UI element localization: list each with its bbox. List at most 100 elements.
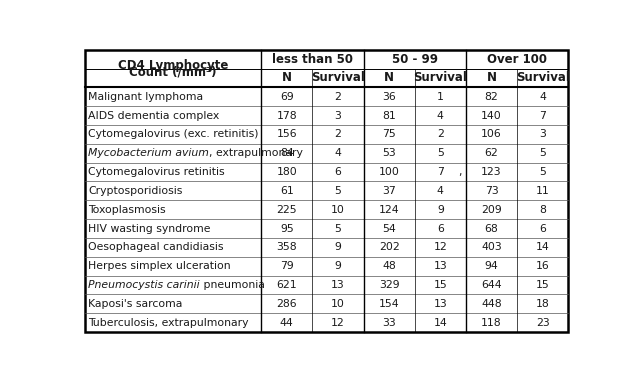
Text: 81: 81 bbox=[382, 111, 396, 121]
Text: Cryptosporidiosis: Cryptosporidiosis bbox=[89, 186, 183, 196]
Text: 82: 82 bbox=[485, 92, 498, 102]
Text: Cytomegalovirus (exc. retinitis): Cytomegalovirus (exc. retinitis) bbox=[89, 129, 259, 139]
Text: 106: 106 bbox=[481, 129, 502, 139]
Text: 12: 12 bbox=[434, 242, 447, 253]
Text: 94: 94 bbox=[485, 261, 498, 271]
Text: 2: 2 bbox=[437, 129, 444, 139]
Text: 53: 53 bbox=[382, 148, 396, 158]
Text: Kaposi's sarcoma: Kaposi's sarcoma bbox=[89, 299, 183, 309]
Text: 209: 209 bbox=[481, 205, 502, 215]
Text: 4: 4 bbox=[437, 186, 444, 196]
Text: N: N bbox=[282, 71, 292, 84]
Text: Survival: Survival bbox=[413, 71, 468, 84]
Text: , extrapulmonary: , extrapulmonary bbox=[210, 148, 303, 158]
Text: 8: 8 bbox=[540, 205, 546, 215]
Text: 3: 3 bbox=[540, 129, 546, 139]
Text: 124: 124 bbox=[379, 205, 399, 215]
Text: 225: 225 bbox=[276, 205, 297, 215]
Text: pneumonia: pneumonia bbox=[200, 280, 265, 290]
Text: 44: 44 bbox=[280, 318, 294, 328]
Text: 621: 621 bbox=[276, 280, 297, 290]
Text: Mycobacterium avium: Mycobacterium avium bbox=[89, 148, 210, 158]
Text: 6: 6 bbox=[540, 223, 546, 234]
Text: 11: 11 bbox=[536, 186, 550, 196]
Text: 16: 16 bbox=[536, 261, 550, 271]
Text: 9: 9 bbox=[334, 261, 341, 271]
Text: Herpes simplex ulceration: Herpes simplex ulceration bbox=[89, 261, 231, 271]
Text: Survival: Survival bbox=[516, 71, 569, 84]
Text: 123: 123 bbox=[481, 167, 502, 177]
Text: 84: 84 bbox=[280, 148, 294, 158]
Text: 6: 6 bbox=[437, 223, 444, 234]
Text: 48: 48 bbox=[382, 261, 396, 271]
Text: 4: 4 bbox=[437, 111, 444, 121]
Text: 140: 140 bbox=[481, 111, 502, 121]
Text: 15: 15 bbox=[434, 280, 447, 290]
Text: 7: 7 bbox=[540, 111, 546, 121]
Text: 68: 68 bbox=[485, 223, 498, 234]
Text: 9: 9 bbox=[334, 242, 341, 253]
Text: Tuberculosis, extrapulmonary: Tuberculosis, extrapulmonary bbox=[89, 318, 249, 328]
Text: Oesophageal candidiasis: Oesophageal candidiasis bbox=[89, 242, 224, 253]
Text: 10: 10 bbox=[331, 299, 345, 309]
Text: 4: 4 bbox=[334, 148, 341, 158]
Text: Over 100: Over 100 bbox=[487, 53, 547, 66]
Text: 644: 644 bbox=[481, 280, 502, 290]
Text: 50 - 99: 50 - 99 bbox=[392, 53, 438, 66]
Text: Malignant lymphoma: Malignant lymphoma bbox=[89, 92, 204, 102]
Text: 15: 15 bbox=[536, 280, 550, 290]
Text: 202: 202 bbox=[379, 242, 399, 253]
Text: N: N bbox=[487, 71, 497, 84]
Text: Toxoplasmosis: Toxoplasmosis bbox=[89, 205, 166, 215]
Text: Survival: Survival bbox=[311, 71, 365, 84]
Text: 79: 79 bbox=[280, 261, 294, 271]
Text: 5: 5 bbox=[540, 167, 546, 177]
Text: 13: 13 bbox=[434, 261, 447, 271]
Text: 286: 286 bbox=[276, 299, 297, 309]
Text: 5: 5 bbox=[540, 148, 546, 158]
Text: 7: 7 bbox=[437, 167, 444, 177]
Text: less than 50: less than 50 bbox=[272, 53, 353, 66]
Text: 403: 403 bbox=[481, 242, 502, 253]
Text: CD4 Lymphocyte: CD4 Lymphocyte bbox=[118, 59, 228, 72]
Text: Pneumocystis carinii: Pneumocystis carinii bbox=[89, 280, 200, 290]
Text: 3: 3 bbox=[334, 111, 341, 121]
Text: 61: 61 bbox=[280, 186, 294, 196]
Text: ,: , bbox=[458, 167, 462, 177]
Text: 6: 6 bbox=[334, 167, 341, 177]
Text: 154: 154 bbox=[379, 299, 399, 309]
Text: 12: 12 bbox=[331, 318, 345, 328]
Text: 69: 69 bbox=[280, 92, 294, 102]
Text: 358: 358 bbox=[276, 242, 297, 253]
Text: 178: 178 bbox=[276, 111, 297, 121]
Text: N: N bbox=[384, 71, 394, 84]
Text: 4: 4 bbox=[540, 92, 546, 102]
Text: HIV wasting syndrome: HIV wasting syndrome bbox=[89, 223, 211, 234]
Text: 2: 2 bbox=[334, 129, 341, 139]
Text: 118: 118 bbox=[481, 318, 502, 328]
Text: 13: 13 bbox=[434, 299, 447, 309]
Text: 180: 180 bbox=[276, 167, 297, 177]
Text: 100: 100 bbox=[379, 167, 399, 177]
Text: 2: 2 bbox=[334, 92, 341, 102]
Text: 329: 329 bbox=[379, 280, 399, 290]
Text: 75: 75 bbox=[382, 129, 396, 139]
Text: 448: 448 bbox=[481, 299, 502, 309]
Text: 14: 14 bbox=[536, 242, 550, 253]
Text: 36: 36 bbox=[382, 92, 396, 102]
Text: 18: 18 bbox=[536, 299, 550, 309]
Text: 10: 10 bbox=[331, 205, 345, 215]
Text: Count (/mm³): Count (/mm³) bbox=[129, 65, 217, 79]
Text: 1: 1 bbox=[437, 92, 444, 102]
Text: 5: 5 bbox=[437, 148, 444, 158]
Text: 9: 9 bbox=[437, 205, 444, 215]
Text: 73: 73 bbox=[485, 186, 498, 196]
Text: AIDS dementia complex: AIDS dementia complex bbox=[89, 111, 220, 121]
Text: 5: 5 bbox=[334, 186, 341, 196]
Text: 13: 13 bbox=[331, 280, 345, 290]
Text: 156: 156 bbox=[276, 129, 297, 139]
Text: 14: 14 bbox=[434, 318, 447, 328]
Text: 23: 23 bbox=[536, 318, 550, 328]
Text: 54: 54 bbox=[382, 223, 396, 234]
Text: 95: 95 bbox=[280, 223, 294, 234]
